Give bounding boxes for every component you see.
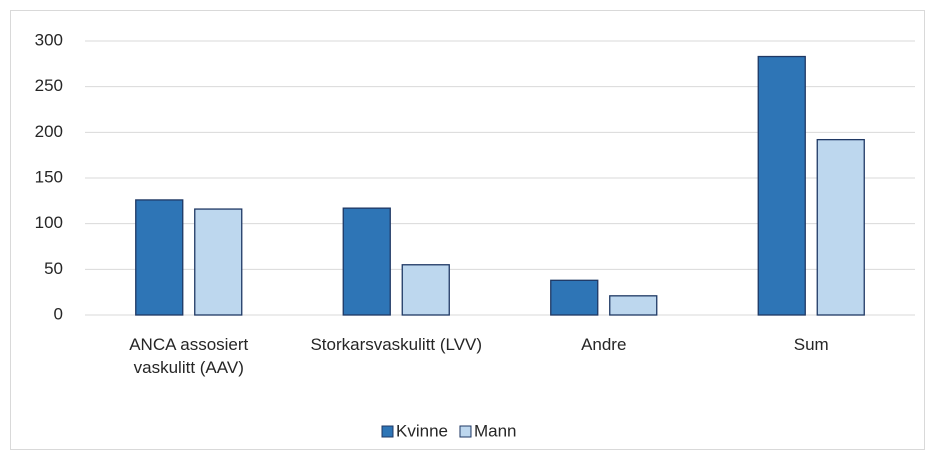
x-tick-label: Andre (581, 335, 627, 354)
y-tick-label: 200 (35, 122, 63, 141)
bar (342, 207, 391, 316)
bar (816, 138, 865, 316)
y-tick-label: 150 (35, 167, 63, 186)
bar (135, 199, 184, 316)
bar (401, 264, 450, 316)
legend-swatch (459, 425, 472, 438)
bar (757, 55, 806, 316)
legend-label: Mann (474, 421, 517, 440)
y-tick-label: 250 (35, 76, 63, 95)
legend-swatch (381, 425, 394, 438)
y-tick-label: 50 (44, 259, 63, 278)
legend-label: Kvinne (396, 421, 448, 440)
bar (194, 208, 243, 316)
y-tick-label: 0 (54, 304, 63, 323)
y-tick-label: 100 (35, 213, 63, 232)
x-tick-label: Storkarsvaskulitt (LVV) (310, 335, 483, 354)
x-tick-label: ANCA assosiert vaskulitt (AAV) (129, 335, 249, 377)
bar (609, 295, 658, 316)
y-tick-label: 300 (35, 30, 63, 49)
x-tick-label: Sum (793, 335, 829, 354)
bar (550, 279, 599, 316)
